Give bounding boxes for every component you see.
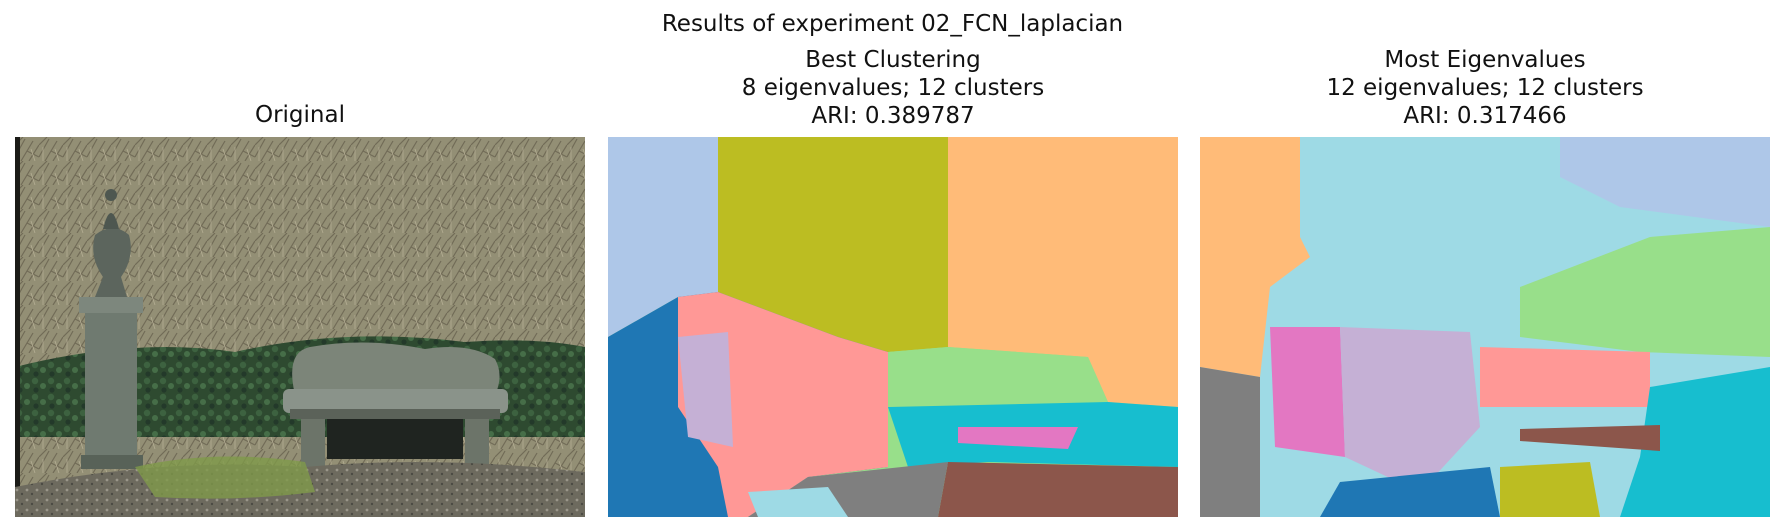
best-clustering-map [608,137,1178,517]
most-eigenvalues-panel [1200,137,1770,517]
cluster-region [678,292,888,517]
cluster-region [938,462,1178,517]
most-eigenvalues-map [1200,137,1770,517]
title-line: Original [254,102,345,128]
cluster-region [958,427,1078,449]
cluster-region [1500,462,1600,517]
cluster-region [1320,467,1500,517]
cluster-region [888,347,1108,407]
original-image-panel [15,137,585,517]
panel-title-most-eigenvalues: Most Eigenvalues 12 eigenvalues; 12 clus… [1200,46,1770,130]
cluster-region [1620,367,1770,517]
title-line: ARI: 0.317466 [1403,103,1567,129]
cluster-region [948,137,1178,407]
original-photo [15,137,585,517]
title-line: Most Eigenvalues [1384,47,1586,73]
cluster-region [1340,327,1480,492]
cluster-region [1520,227,1770,357]
cluster-region [1200,367,1260,517]
urn-pedestal [79,189,143,469]
stone-bench [283,342,508,467]
title-line: ARI: 0.389787 [811,103,975,129]
figure-suptitle: Results of experiment 02_FCN_laplacian [661,11,1124,37]
title-line: 12 eigenvalues; 12 clusters [1326,75,1644,101]
cluster-region [1270,327,1345,457]
cluster-region [1480,347,1650,407]
title-line: Best Clustering [805,47,981,73]
best-clustering-panel [608,137,1178,517]
cluster-region [718,137,948,352]
cluster-region [1200,137,1310,377]
title-line: 8 eigenvalues; 12 clusters [741,75,1045,101]
panel-title-best-clustering: Best Clustering 8 eigenvalues; 12 cluste… [608,46,1178,130]
cluster-region [608,137,718,337]
panel-title-original: Original [15,101,585,129]
cluster-region [1560,137,1770,227]
cluster-region [678,332,733,447]
cluster-region [748,487,848,517]
moss-patch [135,456,315,499]
cluster-region [1520,425,1660,451]
